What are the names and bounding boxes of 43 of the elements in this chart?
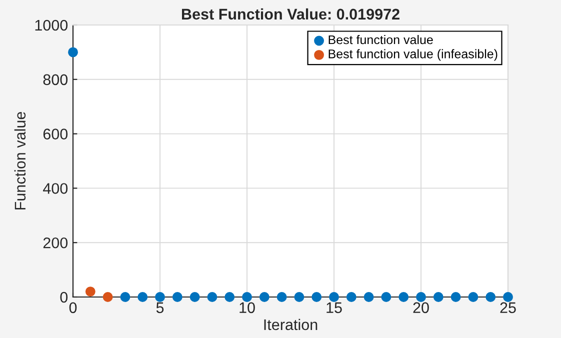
point — [294, 292, 304, 302]
x-axis-title: Iteration — [264, 318, 318, 330]
point — [398, 292, 409, 302]
x-tick-label: 5 — [156, 302, 164, 314]
y-tick-label: 200 — [43, 237, 68, 248]
legend-label: Best function value (infeasible) — [328, 49, 498, 61]
point — [224, 292, 235, 302]
point — [329, 292, 339, 302]
x-tick-label: 10 — [240, 302, 255, 314]
y-tick-label: 0 — [60, 292, 68, 303]
legend-label: Best function value — [328, 35, 433, 44]
point — [68, 47, 78, 58]
point — [172, 292, 182, 302]
y-tick-label: 400 — [43, 183, 68, 194]
point — [364, 292, 374, 302]
point — [242, 292, 252, 302]
y-tick-label: 1000 — [35, 20, 68, 31]
point — [259, 292, 270, 302]
point — [416, 292, 426, 302]
point — [138, 292, 148, 302]
point — [102, 292, 113, 302]
y-tick-label: 600 — [43, 128, 68, 140]
point — [120, 292, 130, 302]
point — [450, 292, 461, 302]
y-axis-title: Function value — [14, 112, 26, 210]
point — [503, 292, 513, 302]
x-tick-label: 0 — [69, 302, 77, 314]
point — [85, 286, 96, 297]
chart-title: Best Function Value: 0.019972 — [182, 8, 400, 20]
point — [207, 292, 218, 302]
point — [381, 292, 392, 302]
point — [486, 292, 496, 302]
point — [276, 292, 287, 302]
point — [312, 292, 322, 302]
x-tick-label: 15 — [326, 302, 342, 314]
point — [190, 292, 200, 302]
point — [433, 292, 444, 302]
point — [346, 292, 356, 302]
point — [468, 292, 478, 302]
x-tick-label: 25 — [500, 302, 516, 314]
point — [155, 292, 165, 302]
x-tick-label: 20 — [413, 302, 429, 314]
y-tick-label: 800 — [43, 74, 68, 86]
